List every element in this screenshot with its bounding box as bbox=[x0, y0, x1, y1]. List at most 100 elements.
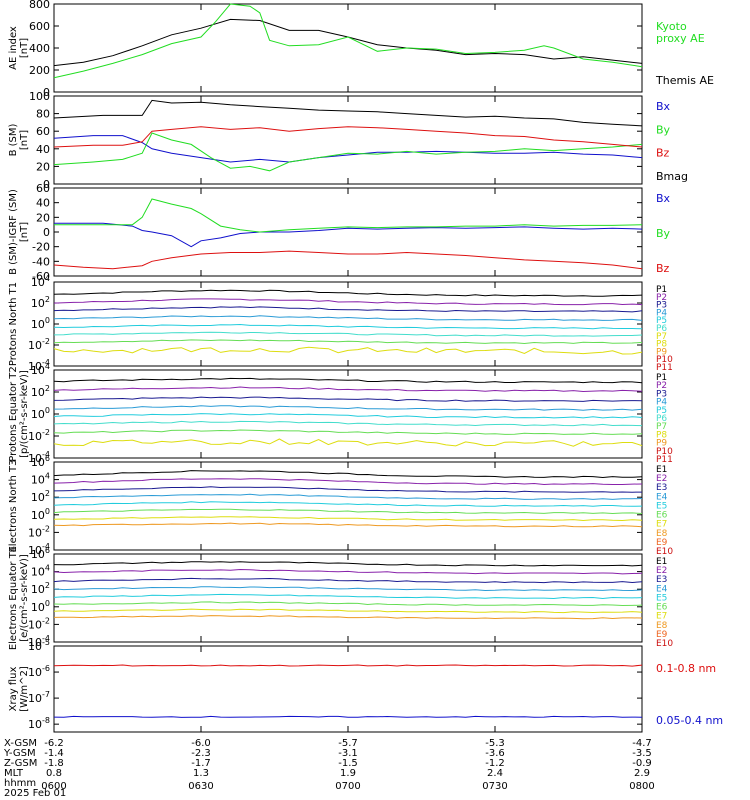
series-line-E5 bbox=[53, 501, 643, 507]
legend-label: E3 bbox=[656, 575, 667, 585]
legend-label: E1 bbox=[656, 465, 667, 475]
series-line-E1 bbox=[53, 470, 643, 479]
series-line-E6 bbox=[53, 508, 643, 515]
legend-label: P6 bbox=[656, 414, 667, 424]
footer-value: -3.6 bbox=[485, 748, 505, 759]
series-line-E2 bbox=[53, 478, 643, 486]
legend-label: E8 bbox=[656, 529, 668, 539]
y-axis-label: [nT] bbox=[19, 222, 30, 242]
panel-frame bbox=[53, 645, 643, 733]
y-axis-label: [nT] bbox=[19, 38, 30, 58]
y-axis-label: [p/(cm²-s-sr-keV)] bbox=[19, 370, 30, 458]
footer-value: -4.7 bbox=[632, 738, 652, 749]
panel-8: 10-8 10-7 10-6 10-5 Xray flux [W/m^2] 0.1-0.8 … bbox=[8, 638, 723, 733]
series-line-Bz bbox=[53, 250, 643, 270]
y-axis-label: Protons North T1 bbox=[8, 282, 19, 366]
y-tick-label: 20 bbox=[36, 160, 50, 173]
series-line-P5 bbox=[53, 323, 643, 330]
series-line-P5 bbox=[53, 413, 643, 419]
legend-label: E6 bbox=[656, 603, 668, 613]
series-line-P3 bbox=[53, 396, 643, 402]
legend-label: P3 bbox=[656, 389, 667, 399]
legend-label: Bz bbox=[656, 262, 670, 275]
footer-value: -1.4 bbox=[44, 748, 64, 759]
legend-label: P7 bbox=[656, 422, 667, 432]
y-axis-label: Xray flux bbox=[8, 667, 19, 712]
legend-label: E9 bbox=[656, 630, 668, 640]
legend-label: 0.1-0.8 nm bbox=[656, 662, 716, 675]
series-line-P1 bbox=[53, 377, 643, 384]
legend-label: P7 bbox=[656, 332, 667, 342]
legend-label: P1 bbox=[656, 373, 667, 383]
y-tick-label: 60 bbox=[36, 125, 50, 138]
series-line-E3 bbox=[53, 577, 643, 584]
y-tick-label: -60 bbox=[32, 270, 50, 283]
y-tick-label: 200 bbox=[29, 64, 50, 77]
legend-label: By bbox=[656, 227, 671, 240]
y-tick-label: 100 bbox=[31, 406, 50, 421]
legend-label: P2 bbox=[656, 381, 667, 391]
series-line-P8 bbox=[53, 346, 643, 355]
footer-value: 2.9 bbox=[634, 768, 650, 779]
series-line-Themis-AE bbox=[53, 18, 643, 67]
footer-value: -6.2 bbox=[44, 738, 64, 749]
footer-value: 1.3 bbox=[193, 768, 209, 779]
legend-label: P6 bbox=[656, 324, 667, 334]
footer-value: -5.3 bbox=[485, 738, 505, 749]
footer-value: 0.8 bbox=[46, 768, 62, 779]
y-tick-label: 600 bbox=[29, 20, 50, 33]
legend-label: E5 bbox=[656, 501, 667, 511]
y-tick-label: 100 bbox=[31, 507, 50, 522]
legend-label: P8 bbox=[656, 430, 667, 440]
panel-2: 0 20 40 60 80 100 B (SM) [nT] Bx By Bz Bmag bbox=[8, 90, 688, 191]
y-tick-label: 400 bbox=[29, 42, 50, 55]
series-line-E1 bbox=[53, 561, 643, 567]
legend-label: P5 bbox=[656, 316, 667, 326]
legend-label: proxy AE bbox=[656, 32, 705, 45]
footer-row-label: Z-GSM bbox=[4, 758, 37, 769]
y-tick-label: 10-7 bbox=[28, 690, 50, 705]
series-line-E7 bbox=[53, 516, 643, 522]
y-tick-label: 106 bbox=[31, 546, 50, 561]
footer-value: 2.4 bbox=[487, 768, 503, 779]
y-axis-label: Electrons North T3 bbox=[8, 459, 19, 552]
series-line-P2 bbox=[53, 298, 643, 306]
y-axis-label: B (SM) bbox=[8, 123, 19, 156]
x-axis-footer: X-GSM -6.2 -6.0 -5.7 -5.3 -4.7 Y-GSM -1.4 -2.3 -3… bbox=[3, 738, 655, 799]
y-tick-label: 10-2 bbox=[28, 428, 50, 443]
series-line-E2 bbox=[53, 568, 643, 575]
footer-value: -3.5 bbox=[632, 748, 652, 759]
legend-label: P4 bbox=[656, 398, 667, 408]
y-tick-label: 800 bbox=[29, 0, 50, 11]
y-tick-label: 0 bbox=[43, 226, 50, 239]
panel-frame bbox=[53, 187, 643, 277]
legend-label: Bmag bbox=[656, 170, 688, 183]
series-line-E8 bbox=[53, 615, 643, 620]
series-line-P7 bbox=[53, 339, 643, 345]
series-line-P4 bbox=[53, 405, 643, 411]
y-tick-label: 102 bbox=[31, 581, 50, 596]
footer-value: -2.3 bbox=[191, 748, 211, 759]
legend-label: Kyoto bbox=[656, 20, 687, 33]
footer-value: -1.5 bbox=[338, 758, 358, 769]
footer-value: -5.7 bbox=[338, 738, 358, 749]
legend-label: E7 bbox=[656, 612, 667, 622]
footer-value: 0600 bbox=[41, 781, 66, 792]
y-tick-label: 102 bbox=[31, 384, 50, 399]
legend-label: P10 bbox=[656, 447, 673, 457]
footer-row-label: hhmm bbox=[4, 778, 36, 789]
y-tick-label: 40 bbox=[36, 143, 50, 156]
footer-value: -1.7 bbox=[191, 758, 211, 769]
legend-label: P9 bbox=[656, 439, 667, 449]
legend-label: E3 bbox=[656, 483, 667, 493]
legend-label: E4 bbox=[656, 492, 668, 502]
y-axis-label: [nT] bbox=[19, 130, 30, 150]
legend-label: P4 bbox=[656, 308, 667, 318]
legend-label: E7 bbox=[656, 520, 667, 530]
legend-label: P1 bbox=[656, 285, 667, 295]
series-line-E5 bbox=[53, 593, 643, 600]
